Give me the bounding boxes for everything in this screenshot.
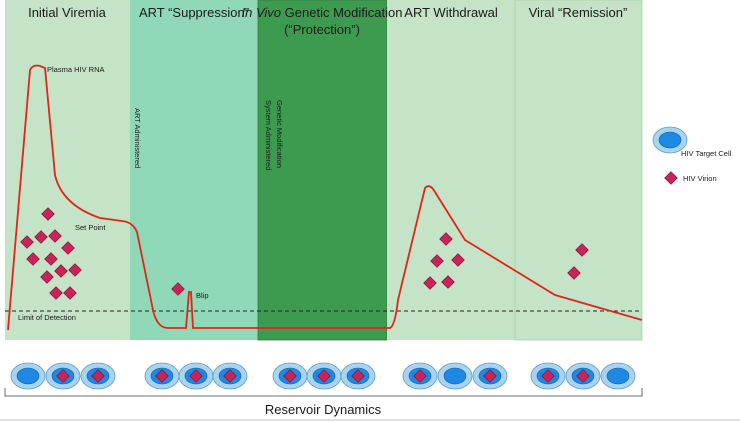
annotation: Set Point	[75, 223, 106, 232]
panel-bg	[130, 0, 258, 340]
panel-bg	[387, 0, 515, 340]
panel-title: Initial Viremia	[28, 5, 107, 20]
annotation: ART Administered	[133, 108, 142, 168]
panel-bg	[514, 0, 643, 341]
reservoir-cells	[10, 362, 636, 390]
viral-load-curve	[7, 64, 643, 331]
legend-label: HIV Virion	[683, 174, 717, 183]
panel-title: (“Protection”)	[284, 22, 360, 37]
legend-label: HIV Target Cell	[681, 149, 732, 158]
panel-title: In Vivo Genetic Modification	[242, 5, 403, 20]
panel-title: ART Withdrawal	[404, 5, 498, 20]
panel-title: Viral “Remission”	[529, 5, 628, 20]
annotation: Plasma HIV RNA	[47, 65, 105, 74]
annotation: System Administered	[264, 100, 273, 170]
panel-title-italic: In Vivo	[242, 5, 282, 20]
annotation: Genetic Modification	[275, 100, 284, 168]
legend-virion	[664, 171, 678, 185]
panel-title: ART “Suppression”	[139, 5, 249, 20]
annotation: Limit of Detection	[18, 313, 76, 322]
panel-bg	[5, 0, 130, 340]
bracket	[4, 388, 643, 397]
annotation: Blip	[196, 291, 209, 300]
footer-label: Reservoir Dynamics	[265, 402, 382, 417]
panel-title-rest: Genetic Modification	[281, 5, 402, 20]
panel-bg	[257, 0, 388, 341]
